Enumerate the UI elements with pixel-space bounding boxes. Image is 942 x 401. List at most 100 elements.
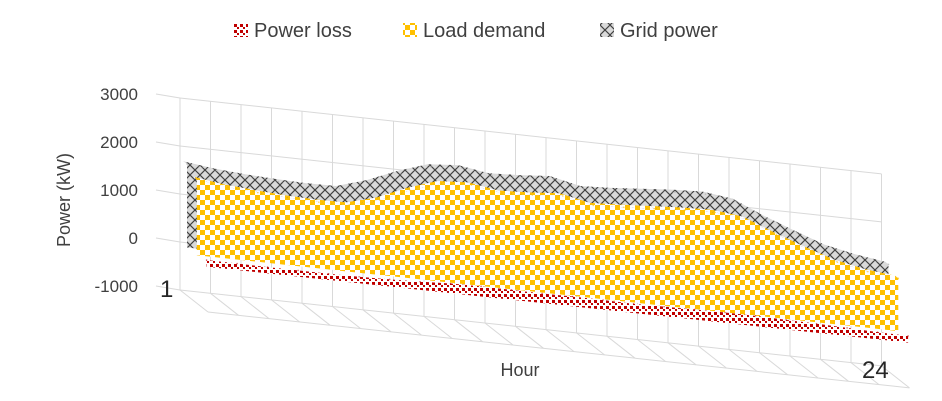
legend-label-power-loss: Power loss (254, 20, 352, 42)
series-grid-power-point-23 (857, 255, 859, 258)
series-grid-power-point-9 (430, 166, 432, 168)
series-grid-power-point-6 (338, 187, 341, 190)
series-load-demand-top-22 (833, 259, 868, 272)
y-tick-label-1: 0 (129, 229, 138, 248)
series-grid-power-top-9 (427, 164, 462, 168)
series-grid-power-point-17 (674, 191, 676, 194)
gridline-floor-1 (179, 289, 209, 313)
gridline-side-0 (155, 285, 181, 291)
series-grid-power-point-3 (247, 176, 249, 178)
series-load-demand-point-18 (714, 211, 717, 214)
series-load-demand-point-8 (409, 189, 412, 192)
gridline-floor-20 (759, 352, 788, 376)
series-power-loss-point-16 (663, 305, 665, 308)
gridline-floor-9 (423, 316, 453, 339)
series-power-loss-point-5 (327, 272, 330, 275)
series-areas (183, 161, 909, 343)
gridline-floor-12 (515, 325, 544, 349)
series-load-demand-top-15 (620, 204, 655, 209)
series-load-demand-point-11 (501, 192, 503, 194)
series-load-demand-point-22 (836, 261, 839, 263)
legend-item-power-loss: Power loss (234, 20, 352, 42)
series-load-demand-top-9 (437, 181, 472, 186)
legend-item-grid-power: Grid power (600, 20, 718, 42)
series-load-demand-point-1 (196, 178, 198, 181)
series-load-demand-top-5 (315, 199, 350, 205)
series-load-demand-top-3 (254, 190, 289, 198)
series-power-loss-point-22 (846, 327, 848, 329)
series-load-demand-top-21 (803, 246, 838, 263)
series-grid-power-point-19 (735, 200, 737, 203)
series-power-loss-point-15 (632, 303, 635, 305)
series-grid-power-top-8 (397, 164, 431, 174)
series-load-demand-point-5 (318, 201, 320, 203)
series-grid-power-top-2 (214, 168, 248, 177)
series-power-loss-point-2 (236, 262, 238, 265)
series-grid-power-point-5 (308, 185, 310, 187)
series-load-demand-top-10 (467, 182, 502, 194)
series-load-demand (193, 176, 900, 332)
series-load-demand-point-4 (287, 197, 290, 199)
series-grid-power-point-16 (643, 190, 646, 193)
gridline-floor-front (207, 311, 910, 389)
series-power-loss-point-1 (205, 259, 208, 261)
series-grid-power-top-23 (854, 254, 889, 265)
series-power-loss-point-3 (266, 266, 269, 268)
series-grid-power-top-5 (305, 183, 340, 189)
gridline-floor-21 (789, 355, 819, 379)
series-grid-power-point-24 (887, 263, 890, 266)
series-load-demand-top-20 (772, 231, 807, 249)
series-grid-power-top-11 (488, 173, 523, 178)
series-power-loss-area (206, 260, 909, 343)
gridline-floor-16 (637, 339, 666, 362)
gridline-floor-17 (667, 342, 697, 366)
y-axis-ticks: -1000 0 1000 2000 3000 (95, 85, 138, 296)
series-grid-power-top-18 (702, 191, 736, 202)
series-grid-power-top-21 (793, 230, 828, 248)
series-power-loss-point-17 (693, 308, 696, 311)
series-load-demand-point-17 (684, 209, 686, 211)
y-tick-label-2: 1000 (100, 181, 138, 200)
legend-swatch-load-demand (403, 23, 417, 37)
series-grid-power-top-10 (458, 165, 492, 176)
series-load-demand-top-4 (284, 195, 319, 203)
series-power-loss-point-4 (297, 269, 299, 272)
series-load-demand-point-14 (592, 204, 595, 207)
series-load-demand-top-12 (528, 192, 563, 196)
series-grid-power-point-12 (521, 176, 524, 179)
series-load-demand-point-3 (257, 191, 259, 194)
series-load-demand-point-7 (379, 199, 381, 201)
gridline-floor-10 (454, 319, 483, 343)
series-grid-power-point-8 (399, 172, 402, 175)
series-power-loss-point-21 (815, 322, 818, 325)
series-power-loss-point-12 (541, 292, 543, 295)
series-load-demand-top-23 (864, 269, 899, 279)
series-grid-power-point-20 (765, 217, 768, 219)
series-grid-power-top-4 (275, 178, 309, 186)
series-grid-power-top-7 (366, 171, 401, 183)
series-grid-power-point-11 (491, 175, 493, 177)
series-load-demand-point-6 (348, 204, 351, 206)
series-load-demand-point-2 (226, 186, 229, 188)
series-grid-power-top-1 (183, 161, 218, 172)
series-load-demand-area (196, 179, 899, 332)
gridline-floor-11 (484, 322, 514, 346)
series-grid-power-point-10 (460, 166, 463, 169)
legend-label-load-demand: Load demand (423, 20, 545, 42)
series-grid-power-point-1 (186, 163, 188, 165)
series-load-demand-point-21 (806, 247, 808, 250)
gridline-back-h-4 (179, 97, 882, 175)
series-load-demand-top-18 (711, 209, 746, 220)
gridline-floor-13 (545, 329, 575, 352)
series-load-demand-point-20 (775, 233, 778, 236)
series-power-loss-point-24 (907, 335, 909, 337)
series-grid-power-point-14 (582, 187, 585, 190)
y-tick-label-0: -1000 (95, 277, 138, 296)
series-power-loss-point-8 (419, 280, 421, 283)
gridline-side-2 (155, 189, 181, 195)
series-load-demand-point-10 (470, 184, 473, 186)
gridline-floor-7 (362, 309, 392, 333)
series-grid-power-point-4 (277, 180, 280, 183)
series-power-loss (205, 259, 909, 343)
series-power-loss-point-11 (510, 289, 513, 291)
